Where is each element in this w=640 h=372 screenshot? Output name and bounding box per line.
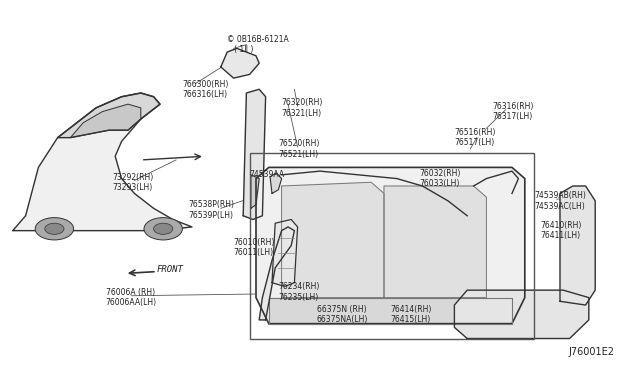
Text: 76516(RH)
76517(LH): 76516(RH) 76517(LH)	[454, 128, 496, 147]
Polygon shape	[70, 104, 141, 138]
Text: 76538P(RH)
76539P(LH): 76538P(RH) 76539P(LH)	[189, 201, 235, 220]
Text: © 0B16B-6121A
   ( 1Ⅱ ): © 0B16B-6121A ( 1Ⅱ )	[227, 35, 289, 54]
Polygon shape	[221, 48, 259, 78]
Text: 76520(RH)
76521(LH): 76520(RH) 76521(LH)	[278, 139, 320, 158]
Polygon shape	[270, 173, 282, 193]
Text: 74539AB(RH)
74539AC(LH): 74539AB(RH) 74539AC(LH)	[534, 191, 586, 211]
Text: 66375N (RH)
66375NA(LH): 66375N (RH) 66375NA(LH)	[317, 305, 368, 324]
Text: 74539AA: 74539AA	[250, 170, 285, 179]
Polygon shape	[256, 167, 525, 324]
Circle shape	[35, 218, 74, 240]
Text: FRONT: FRONT	[157, 265, 184, 274]
Polygon shape	[58, 93, 160, 138]
Text: 76006A (RH)
76006AA(LH): 76006A (RH) 76006AA(LH)	[106, 288, 157, 307]
Text: 76010(RH)
76011(LH): 76010(RH) 76011(LH)	[234, 238, 275, 257]
Polygon shape	[384, 186, 486, 298]
Polygon shape	[282, 182, 384, 298]
Polygon shape	[251, 175, 259, 208]
Circle shape	[144, 218, 182, 240]
Polygon shape	[560, 186, 595, 305]
Text: 76234(RH)
76235(LH): 76234(RH) 76235(LH)	[278, 282, 320, 302]
Polygon shape	[243, 89, 266, 219]
Text: 766300(RH)
766316(LH): 766300(RH) 766316(LH)	[182, 80, 228, 99]
Text: 76032(RH)
76033(LH): 76032(RH) 76033(LH)	[419, 169, 461, 188]
Text: J76001E2: J76001E2	[568, 347, 614, 357]
Text: 76316(RH)
76317(LH): 76316(RH) 76317(LH)	[493, 102, 534, 121]
Text: 76414(RH)
76415(LH): 76414(RH) 76415(LH)	[390, 305, 432, 324]
Circle shape	[154, 223, 173, 234]
Polygon shape	[13, 93, 192, 231]
Circle shape	[45, 223, 64, 234]
Text: 73292(RH)
73293(LH): 73292(RH) 73293(LH)	[112, 173, 153, 192]
Text: 76320(RH)
76321(LH): 76320(RH) 76321(LH)	[282, 98, 323, 118]
Text: 76410(RH)
76411(LH): 76410(RH) 76411(LH)	[541, 221, 582, 240]
Polygon shape	[454, 290, 589, 339]
Polygon shape	[269, 298, 512, 324]
Polygon shape	[272, 219, 298, 286]
Polygon shape	[259, 227, 294, 320]
